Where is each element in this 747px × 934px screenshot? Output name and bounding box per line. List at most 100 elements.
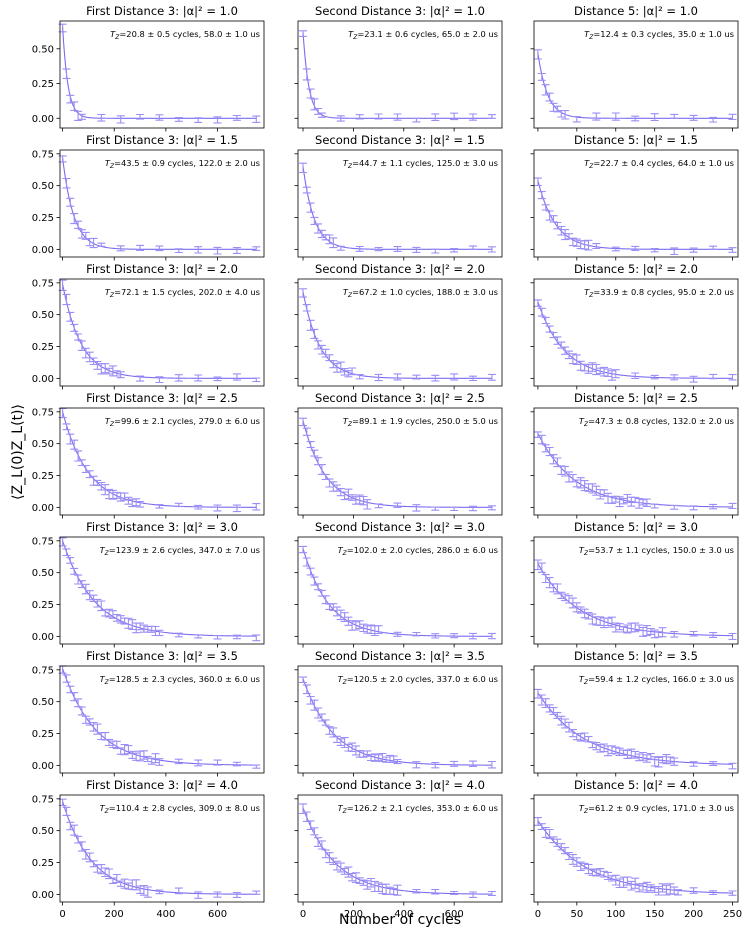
- data-point: [81, 583, 90, 595]
- panel: Second Distance 3: |α|² = 2.5 TZ=89.1 ± 1…: [294, 391, 503, 519]
- data-point: [174, 758, 183, 765]
- data-point: [147, 757, 156, 765]
- data-point: [431, 761, 440, 769]
- data-point: [194, 634, 203, 639]
- panel-title: Second Distance 3: |α|² = 4.0: [315, 778, 485, 792]
- data-point: [450, 248, 459, 253]
- data-point: [469, 245, 477, 250]
- fit-curve: [62, 540, 257, 637]
- y-tick-label: 0.00: [32, 503, 54, 514]
- data-point: [670, 374, 679, 381]
- data-point: [709, 373, 718, 380]
- data-point: [541, 204, 550, 211]
- data-point: [344, 488, 353, 500]
- data-point: [306, 319, 315, 331]
- data-point: [299, 162, 307, 174]
- data-point: [213, 246, 222, 255]
- data-point: [541, 316, 550, 325]
- data-point: [340, 368, 349, 376]
- data-point: [689, 630, 698, 637]
- data-point: [252, 634, 261, 642]
- data-point: [174, 117, 183, 122]
- x-tick-label: 400: [156, 909, 175, 920]
- data-point: [70, 567, 79, 575]
- data-point: [120, 492, 129, 501]
- y-tick-label: 0.25: [32, 600, 54, 611]
- data-point: [469, 113, 477, 121]
- panel: Distance 5: |α|² = 2.5 TZ=47.3 ± 0.8 cycl…: [530, 391, 739, 519]
- data-point: [619, 626, 628, 633]
- fit-curve: [302, 678, 492, 766]
- data-point: [431, 374, 440, 382]
- data-point: [576, 477, 585, 489]
- data-point: [670, 247, 679, 256]
- data-point: [611, 369, 620, 379]
- x-axis-label: Number of cycles: [339, 912, 461, 928]
- data-point: [393, 113, 402, 121]
- data-point: [120, 744, 129, 756]
- data-point: [155, 376, 164, 384]
- data-point: [136, 113, 145, 120]
- y-tick-label: 0.00: [32, 761, 54, 772]
- data-point: [728, 762, 737, 770]
- y-tick-label: 0.50: [32, 181, 54, 192]
- data-point: [97, 600, 106, 612]
- data-point: [728, 374, 737, 381]
- data-point: [631, 245, 640, 251]
- data-point: [89, 594, 98, 602]
- fit-curve: [62, 157, 257, 250]
- panel: Second Distance 3: |α|² = 2.0 TZ=67.2 ± 1…: [294, 262, 503, 390]
- data-point: [670, 504, 679, 510]
- data-point: [469, 632, 477, 640]
- fit-annotation: TZ=61.2 ± 0.9 cycles, 171.0 ± 3.0 us: [579, 803, 734, 815]
- panel-frame: [297, 20, 503, 129]
- data-point: [549, 102, 558, 112]
- data-point: [232, 892, 241, 898]
- panel-frame: [59, 665, 265, 774]
- data-point: [336, 609, 345, 621]
- data-point: [374, 503, 383, 509]
- data-point: [348, 872, 357, 882]
- y-axis-label: ⟨Z_L(0)Z_L(t)⟩: [10, 404, 26, 500]
- data-point: [549, 215, 558, 223]
- data-point: [709, 116, 718, 123]
- data-point: [650, 756, 659, 767]
- data-point: [592, 363, 601, 376]
- panel-title: First Distance 3: |α|² = 1.0: [86, 4, 238, 18]
- data-point: [393, 502, 402, 508]
- x-tick-label: 200: [344, 909, 363, 920]
- data-point: [576, 360, 585, 371]
- data-point: [314, 837, 323, 847]
- data-point: [646, 884, 655, 892]
- fit-annotation: TZ=72.1 ± 1.5 cycles, 202.0 ± 4.0 us: [105, 287, 260, 299]
- fit-curve: [302, 807, 492, 895]
- data-point: [314, 223, 323, 234]
- data-point: [136, 244, 145, 251]
- data-point: [431, 248, 440, 254]
- data-point: [382, 883, 391, 895]
- data-point: [537, 562, 546, 573]
- data-point: [572, 354, 581, 365]
- fit-curve: [302, 32, 492, 119]
- data-point: [194, 374, 203, 382]
- data-point: [642, 498, 651, 507]
- data-point: [116, 615, 125, 624]
- data-point: [374, 246, 383, 252]
- fit-curve: [62, 411, 257, 508]
- y-tick-label: 0.00: [32, 632, 54, 643]
- data-point: [689, 375, 698, 383]
- data-point: [252, 246, 261, 251]
- data-point: [412, 888, 421, 894]
- data-point: [62, 68, 71, 79]
- data-point: [336, 361, 345, 373]
- data-point: [232, 247, 241, 254]
- data-point: [561, 718, 570, 729]
- data-point: [537, 823, 546, 830]
- data-point: [588, 613, 597, 625]
- panel: First Distance 3: |α|² = 1.5 TZ=43.5 ± 0.…: [32, 133, 265, 261]
- panel-title: First Distance 3: |α|² = 3.0: [86, 520, 238, 534]
- data-point: [194, 759, 203, 767]
- data-point: [553, 712, 562, 719]
- panel-frame: [533, 407, 739, 516]
- data-point: [592, 485, 601, 496]
